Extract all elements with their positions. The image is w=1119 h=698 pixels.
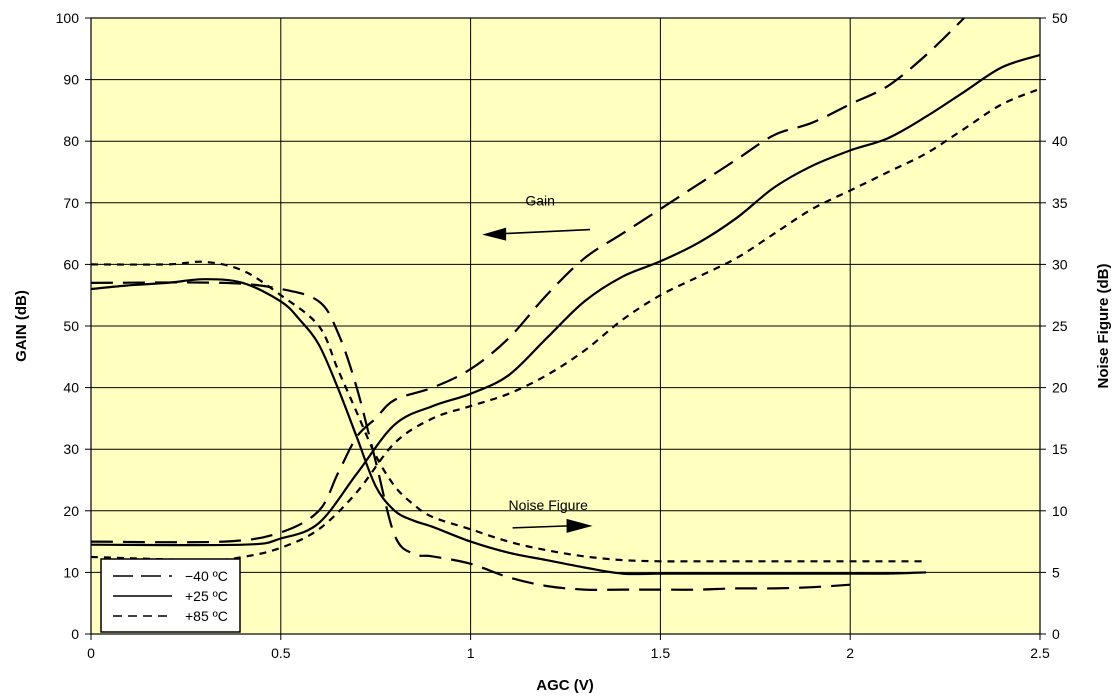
- annotation-nf-arrow-shaft: [512, 525, 569, 529]
- right-tick-label: 35: [1052, 195, 1068, 211]
- annotation-nf-label: Noise Figure: [509, 497, 589, 513]
- right-tick-label: 40: [1052, 133, 1068, 149]
- left-tick-label: 70: [63, 195, 79, 211]
- legend-label-plus25: +25 ºC: [185, 588, 228, 604]
- annotation-gain-arrow-shaft: [504, 228, 591, 235]
- left-tick-label: 0: [71, 626, 79, 642]
- left-axis-title: GAIN (dB): [13, 290, 30, 362]
- legend-label-minus40: −40 ºC: [185, 568, 228, 584]
- x-tick-label: 1.5: [651, 645, 671, 661]
- series-line-3: [90, 281, 851, 592]
- right-axis-ticks: 0 5 10 15 20 25 30 35 40 50: [1040, 10, 1068, 642]
- left-tick-label: 50: [63, 318, 79, 334]
- right-axis-title: Noise Figure (dB): [1095, 263, 1112, 388]
- right-tick-label: 20: [1052, 380, 1068, 396]
- x-tick-label: 0: [87, 645, 95, 661]
- grid: [90, 17, 1041, 635]
- annotation-gain-arrow-head: [482, 227, 507, 241]
- right-tick-label: 15: [1052, 441, 1068, 457]
- x-tick-label: 2: [846, 645, 854, 661]
- series-line-4: [90, 278, 927, 576]
- series-line-0: [90, 17, 965, 544]
- right-tick-label: 10: [1052, 503, 1068, 519]
- series-line-2: [90, 87, 1041, 562]
- series-line-5: [90, 260, 927, 563]
- left-tick-label: 100: [56, 10, 80, 26]
- left-tick-label: 20: [63, 503, 79, 519]
- x-tick-label: 2.5: [1030, 645, 1050, 661]
- right-tick-label: 25: [1052, 318, 1068, 334]
- right-tick-label: 30: [1052, 256, 1068, 272]
- right-tick-label: 50: [1052, 10, 1068, 26]
- legend-label-plus85: +85 ºC: [185, 608, 228, 624]
- x-axis-title: AGC (V): [536, 677, 594, 694]
- series-group: [90, 17, 1041, 592]
- left-tick-label: 60: [63, 256, 79, 272]
- series-line-1: [90, 53, 1041, 547]
- left-axis-ticks: 0 10 20 30 40 50 60 70 80 90 100: [56, 10, 91, 642]
- right-tick-label: 5: [1052, 564, 1060, 580]
- x-axis-ticks: 0 0.5 1 1.5 2 2.5: [87, 634, 1050, 661]
- right-tick-label: 0: [1052, 626, 1060, 642]
- left-tick-label: 40: [63, 380, 79, 396]
- left-tick-label: 80: [63, 133, 79, 149]
- left-tick-label: 90: [63, 72, 79, 88]
- annotations: Gain Noise Figure: [482, 193, 593, 533]
- legend: −40 ºC +25 ºC +85 ºC: [100, 558, 241, 633]
- x-tick-label: 1: [467, 645, 475, 661]
- annotation-nf-arrow-head: [566, 518, 593, 533]
- left-tick-label: 10: [63, 564, 79, 580]
- x-tick-label: 0.5: [271, 645, 291, 661]
- left-tick-label: 30: [63, 441, 79, 457]
- annotation-gain-label: Gain: [525, 193, 555, 209]
